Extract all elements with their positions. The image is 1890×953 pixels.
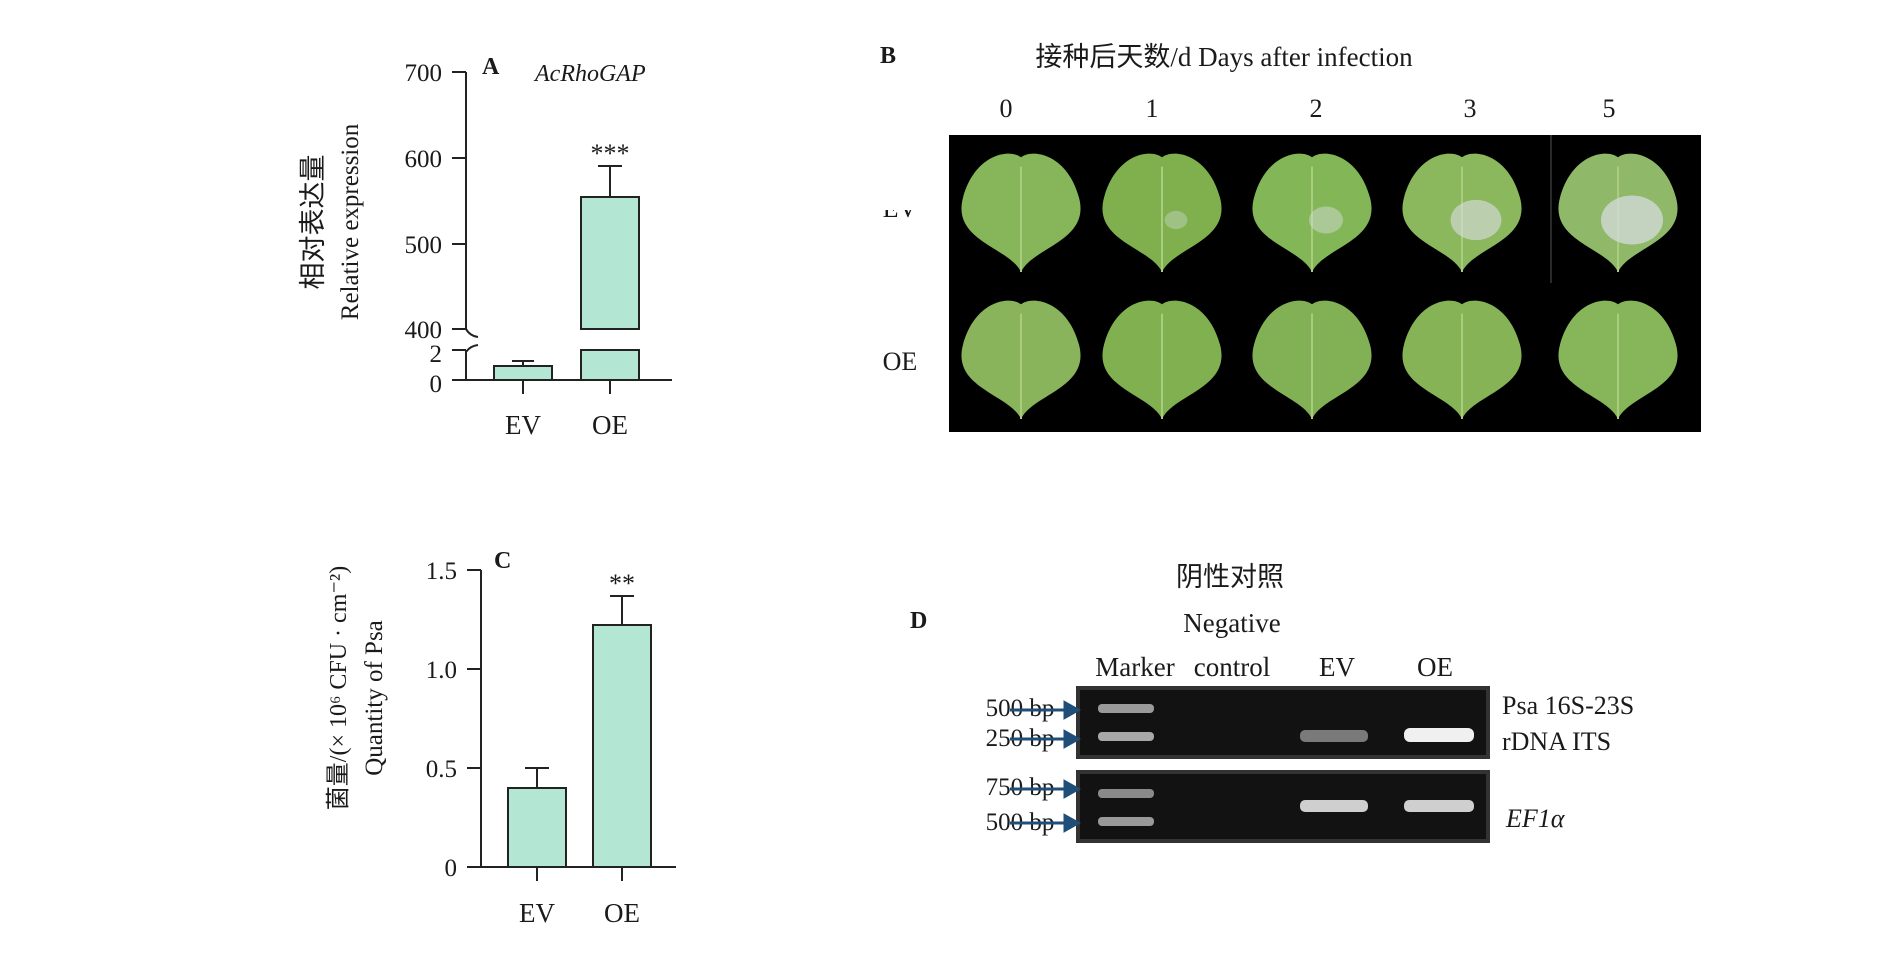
panel-b-header: B 接种后天数/d Days after infection 0 1 2 3 5 — [880, 42, 1616, 123]
panel-c-xlabel-oe: OE — [604, 898, 640, 928]
panel-c-tick-label: 1.5 — [426, 558, 457, 585]
panel-b: B 接种后天数/d Days after infection 0 1 2 3 5… — [870, 30, 1710, 440]
panel-a: A AcRhoGAP 相对表达量 Relative expression 700… — [298, 54, 672, 440]
band — [1098, 732, 1154, 741]
band — [1404, 728, 1474, 742]
band — [1098, 817, 1154, 826]
leaf-oe-day-0 — [961, 300, 1081, 419]
axis-break-mark — [465, 344, 479, 353]
panel-a-ylabel-cn: 相对表达量 — [298, 155, 328, 290]
axis-break-mark — [465, 328, 479, 338]
panel-a-ylabel-en: Relative expression — [337, 123, 364, 320]
lesion-spot — [1601, 195, 1663, 245]
leaf-oe-day-2 — [1252, 300, 1372, 419]
panel-a-bar-oe-upper — [580, 196, 640, 330]
panel-d-header-negative: Negative — [1183, 608, 1280, 638]
band — [1300, 800, 1368, 812]
panel-d: D 阴性对照 Negative Marker control EV OE 500… — [910, 562, 1634, 843]
panel-c-tick-label: 0 — [445, 855, 458, 882]
panel-b-day-label: 1 — [1146, 94, 1159, 123]
lane-label-ev: EV — [1319, 652, 1355, 682]
panel-a-tick-label: 400 — [405, 317, 443, 344]
panel-c-bar-oe — [592, 624, 652, 868]
panel-b-day-label: 2 — [1310, 94, 1323, 123]
panel-b-row-labels: EV OE — [883, 210, 918, 376]
panel-a-tick-label: 600 — [405, 146, 443, 173]
leaf-ev-day-3 — [1402, 153, 1522, 272]
lane-label-oe: OE — [1417, 652, 1453, 682]
leaf-oe-day-1 — [1102, 300, 1222, 419]
leaf-oe-day-3 — [1402, 300, 1522, 419]
panel-a-tick-label: 500 — [405, 232, 443, 259]
lane-label-marker: Marker — [1095, 652, 1174, 682]
panel-a-tick-label: 2 — [430, 341, 443, 368]
panel-c-ylabel-en: Quantity of Psa — [361, 620, 388, 776]
panel-c-ylabel-cn: 菌量/(× 10⁶ CFU · cm⁻²) — [325, 566, 352, 810]
panel-b-leaf-photo — [949, 135, 1701, 432]
panel-c-letter: C — [494, 548, 511, 574]
gel-1 — [1076, 686, 1490, 759]
leaf-ev-day-5 — [1558, 153, 1678, 272]
leaf-ev-day-2 — [1252, 153, 1372, 272]
lane-label-control: control — [1194, 652, 1270, 682]
panel-a-bar-oe-lower — [580, 349, 640, 381]
lesion-spot — [1164, 210, 1188, 230]
band — [1098, 704, 1154, 713]
panel-b-title: 接种后天数/d Days after infection — [1035, 42, 1413, 72]
band — [1300, 730, 1368, 742]
panel-d-header-cn: 阴性对照 — [1176, 562, 1284, 592]
panel-a-letter: A — [482, 54, 500, 80]
gel-2-label: EF1α — [1505, 804, 1566, 833]
panel-b-letter: B — [880, 43, 896, 69]
band — [1098, 789, 1154, 798]
panel-b-row-label-ev: EV — [883, 210, 918, 223]
panel-a-significance: *** — [591, 139, 630, 168]
lesion-spot — [1450, 199, 1502, 241]
gel-1-label-line2: rDNA ITS — [1502, 727, 1611, 756]
panel-b-day-label: 3 — [1464, 94, 1477, 123]
panel-c-bar-ev — [507, 787, 567, 868]
band — [1404, 800, 1474, 812]
panel-b-day-label: 0 — [1000, 94, 1013, 123]
gel-1-label-line1: Psa 16S-23S — [1502, 691, 1634, 720]
arrow-icon — [1010, 700, 1082, 833]
panel-a-tick-label: 0 — [430, 371, 443, 398]
leaf-ev-day-0 — [961, 153, 1081, 272]
panel-c-tick-label: 1.0 — [426, 657, 457, 684]
panel-c-tick-label: 0.5 — [426, 756, 457, 783]
panel-b-day-label: 5 — [1603, 94, 1616, 123]
panel-c-significance: ** — [609, 569, 635, 598]
leaf-ev-day-1 — [1102, 153, 1222, 272]
panel-a-xlabel-ev: EV — [505, 410, 541, 440]
leaf-oe-day-5 — [1558, 300, 1678, 419]
panel-a-gene-title: AcRhoGAP — [533, 61, 646, 87]
panel-d-letter: D — [910, 608, 927, 634]
panel-c: C 菌量/(× 10⁶ CFU · cm⁻²) Quantity of Psa … — [325, 548, 676, 928]
panel-c-xlabel-ev: EV — [519, 898, 555, 928]
panel-a-bar-ev — [493, 365, 553, 381]
lesion-spot — [1309, 206, 1343, 234]
panel-b-row-label-oe: OE — [883, 347, 918, 376]
panel-a-xlabel-oe: OE — [592, 410, 628, 440]
panel-a-tick-label: 700 — [405, 60, 443, 87]
